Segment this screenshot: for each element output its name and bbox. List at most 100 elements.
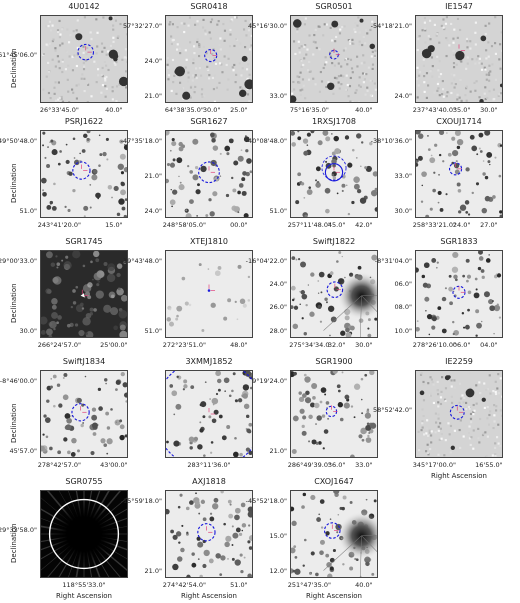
panel-title: IE1547 (445, 2, 473, 11)
y-tick-label: -8°31'04.0" (374, 256, 412, 265)
sky-image (290, 490, 378, 578)
y-tick-label: 21.0" (144, 171, 162, 180)
x-tick-label: 00.0" (230, 221, 248, 229)
x-tick-label: 04.0" (480, 341, 498, 349)
sky-image (40, 15, 128, 103)
y-tick-label: 21.0" (144, 91, 162, 100)
x-axis-label: Right Ascension (56, 592, 112, 600)
x-tick-label: 30.0" (355, 341, 373, 349)
x-tick-label: 258°33'21.0" (412, 221, 456, 229)
sky-image (40, 490, 128, 578)
y-axis-label: Declination (10, 48, 18, 88)
x-tick-label: 75°16'35.0" (289, 106, 329, 114)
x-axis-label: Right Ascension (306, 592, 362, 600)
panel-ie1547: IE1547 -54°18'21.0" 24.0" 237°43'40.0" 35.0"… (371, 2, 503, 114)
sky-image (40, 250, 128, 338)
panel-title: SGR0501 (315, 2, 353, 11)
y-axis-label: Declination (10, 403, 18, 443)
panel-sgr1900: SGR1900 9°19'24.0" 21.0" 286°49'39.0" 36.0" 3… (252, 357, 378, 469)
sky-image (415, 370, 503, 458)
x-tick-label: 40.0" (355, 581, 373, 589)
x-axis-label: Right Ascension (431, 472, 487, 480)
y-tick-label: -47°35'18.0" (120, 136, 162, 145)
panel-title: 3XMMJ1852 (185, 357, 233, 366)
panel-sgr1833: SGR1833 -8°31'04.0" 06.0" 08.0" 10.0" 278°26'… (375, 237, 503, 349)
y-tick-label: 24.0" (144, 56, 162, 65)
y-tick-label: 30.0" (394, 206, 412, 215)
y-tick-label: -8°46'00.0" (0, 376, 37, 385)
y-tick-label: 33.0" (269, 91, 287, 100)
x-tick-label: 283°11'36.0" (187, 461, 231, 469)
x-tick-label: 33.0" (355, 461, 373, 469)
y-tick-label: 06.0" (394, 280, 412, 289)
x-tick-label: 45.0" (327, 221, 346, 229)
y-tick-label: 45°16'30.0" (247, 21, 287, 30)
y-tick-label: -49°50'48.0" (0, 136, 37, 145)
y-tick-label: 57°32'27.0" (122, 21, 162, 30)
y-tick-label: 9°19'24.0" (252, 376, 287, 385)
x-tick-label: 118°55'33.0" (62, 581, 106, 589)
y-tick-label: 51.0" (19, 206, 37, 215)
x-tick-label: 64°38'35.0" (164, 106, 204, 114)
y-tick-label: 08.0" (394, 303, 412, 312)
y-tick-label: -45°52'18.0" (245, 496, 287, 505)
panel-swiftj1822: SwiftJ1822 -16°04'22.0" 24.0" 26.0" 28.0" 275… (246, 237, 378, 349)
panel-title: 1RXSJ1708 (312, 117, 356, 126)
y-tick-label: 58°52'42.0" (372, 405, 412, 414)
panel-title: SGR1627 (190, 117, 228, 126)
sky-image (415, 15, 503, 103)
y-tick-label: 28.0" (269, 326, 287, 335)
y-tick-label: 61°45'06.0" (0, 50, 37, 59)
sky-image (165, 130, 253, 218)
panel-psrj1622: PSRJ1622 -49°50'48.0" 51.0"243°41'20.0" 15.… (0, 117, 128, 229)
x-axis-label: Right Ascension (181, 592, 237, 600)
x-tick-label: 32.0" (327, 341, 346, 349)
panel-ie2259: IE2259 58°52'42.0" 345°17'00.0" 16'55.0" (373, 357, 503, 469)
y-tick-label: 21.0" (144, 566, 162, 575)
x-tick-label: 345°17'00.0" (412, 461, 456, 469)
y-axis-label: Declination (10, 163, 18, 203)
panel-xtej1810: XTEJ1810 -19°43'48.0" 51.0" 272°23'51.0" 48.… (121, 237, 253, 349)
y-tick-label: 12.0" (269, 566, 287, 575)
x-tick-label: 25'00.0" (100, 341, 128, 349)
y-tick-label: 10.0" (394, 326, 412, 335)
x-tick-label: 25.0" (230, 106, 248, 114)
x-tick-label: 40.0" (355, 106, 373, 114)
x-tick-label: 237°43'40.0" (412, 106, 456, 114)
y-tick-label: -19°43'48.0" (120, 256, 162, 265)
panel-sgr1627: SGR1627 -47°35'18.0" 21.0" 24.0" 248°58'05.0… (121, 117, 253, 229)
x-tick-label: 16'55.0" (475, 461, 503, 469)
x-tick-label: 40.0" (105, 106, 123, 114)
x-tick-label: 272°23'51.0" (162, 341, 206, 349)
y-tick-label: 26.0" (269, 303, 287, 312)
y-tick-label: 51.0" (269, 206, 287, 215)
sky-image (290, 250, 378, 338)
panel-3xmmj1852: 3XMMJ1852 283°11'36.0" (165, 357, 253, 469)
sky-image (290, 130, 378, 218)
x-tick-label: 27.0" (480, 221, 498, 229)
panel-swiftj1834: SwiftJ1834 -8°46'00.0" 45'57.0" 278°42'57.0… (0, 357, 128, 469)
x-tick-label: 48.0" (230, 341, 248, 349)
x-tick-label: 43'00.0" (100, 461, 128, 469)
x-tick-label: 35.0" (452, 106, 471, 114)
y-tick-label: 24.0" (394, 91, 412, 100)
x-tick-label: 15.0" (105, 221, 123, 229)
sky-image (165, 250, 253, 338)
y-tick-label: -54°18'21.0" (370, 21, 412, 30)
sky-image (415, 130, 503, 218)
y-tick-label: 15.0" (269, 531, 287, 540)
y-tick-label: -15°59'18.0" (120, 496, 162, 505)
panel-sgr0755: SGR0755 -29°33'58.0" 118°55'33.0" (0, 477, 128, 589)
x-tick-label: 243°41'20.0" (37, 221, 81, 229)
x-tick-label: 278°26'10.0" (412, 341, 456, 349)
panel-sgr1745: SGR1745 -29°00'33.0" 30.0"266°24'57.0" 25'0… (0, 237, 128, 349)
panel-title: SGR0418 (190, 2, 228, 11)
x-tick-label: 51.0" (230, 581, 248, 589)
panel-title: SwiftJ1834 (62, 357, 106, 366)
y-axis-label: Declination (10, 283, 18, 323)
x-tick-label: 26°33'45.0" (39, 106, 79, 114)
x-tick-label: 248°58'05.0" (162, 221, 206, 229)
panel-sgr0501: SGR0501 45°16'30.0" 33.0" 75°16'35.0" 40.0" (248, 2, 378, 114)
x-tick-label: 42.0" (355, 221, 373, 229)
y-tick-label: -16°04'22.0" (245, 256, 287, 265)
